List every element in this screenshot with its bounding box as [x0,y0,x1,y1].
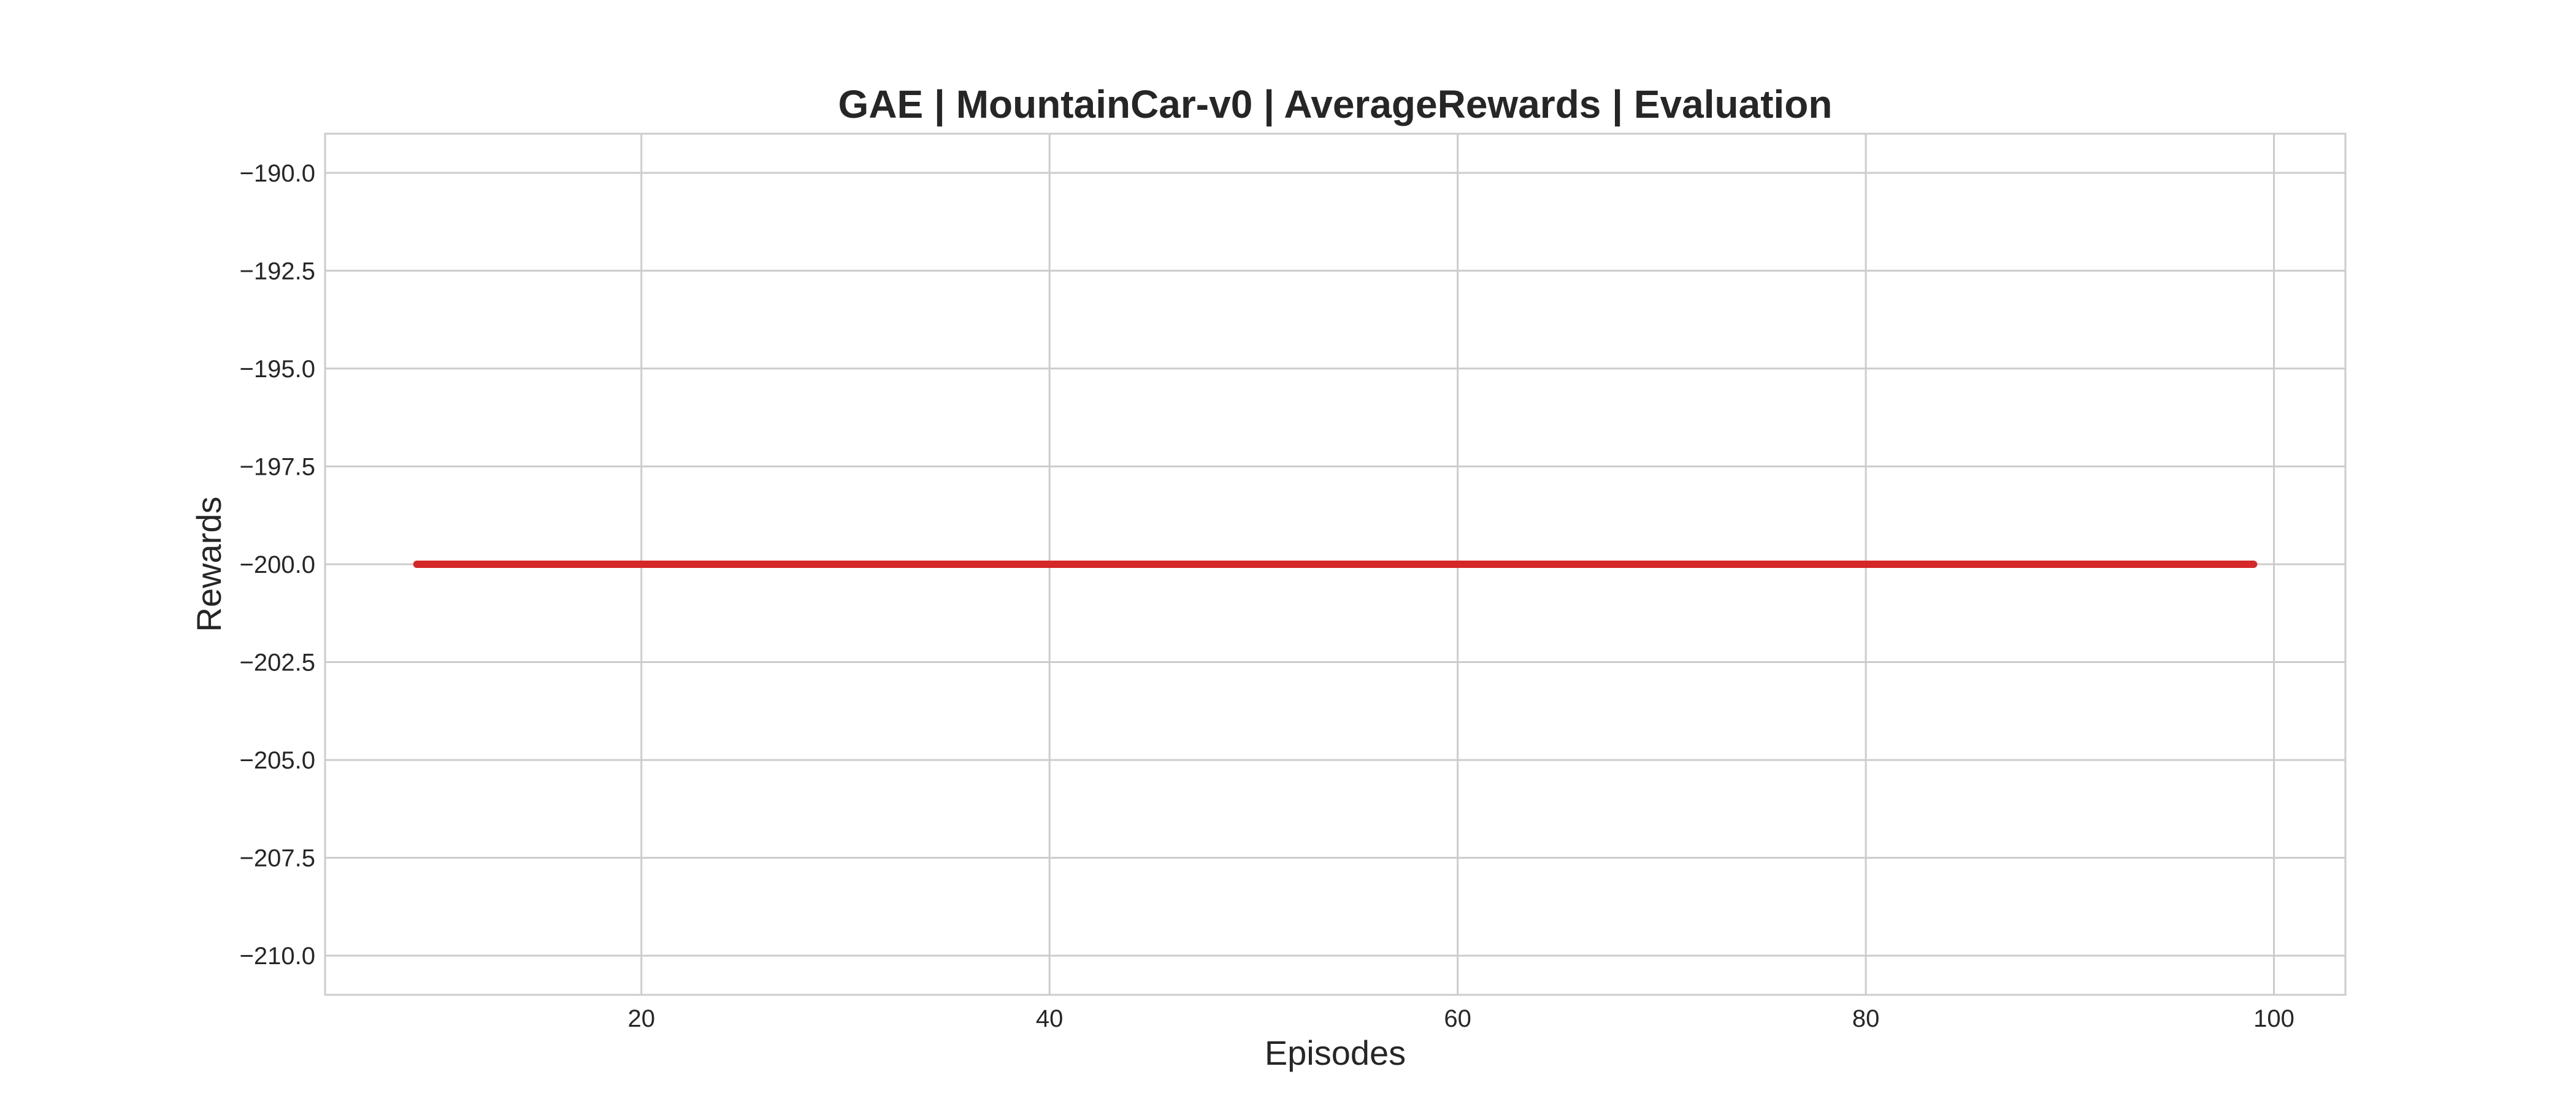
y-axis-label: Rewards [190,497,228,632]
x-axis-label: Episodes [1265,1033,1406,1072]
x-tick-label: 100 [2253,1005,2294,1032]
y-tick-label: −197.5 [240,453,315,480]
x-tick-label: 60 [1444,1005,1471,1032]
y-tick-label: −202.5 [240,650,315,677]
y-tick-label: −207.5 [240,845,315,872]
x-tick-label: 20 [627,1005,655,1032]
y-tick-label: −200.0 [240,551,315,578]
y-tick-label: −192.5 [240,258,315,285]
y-tick-label: −210.0 [240,943,315,970]
y-tick-label: −205.0 [240,747,315,774]
y-tick-label: −195.0 [240,356,315,383]
x-tick-labels: 20 40 60 80 100 [627,1005,2294,1032]
y-tick-labels: −190.0 −192.5 −195.0 −197.5 −200.0 −202.5 −205… [240,160,315,970]
chart-title: GAE | MountainCar-v0 | AverageRewards | … [838,82,1833,127]
y-tick-label: −190.0 [240,160,315,187]
x-tick-label: 40 [1036,1005,1064,1032]
x-tick-label: 80 [1852,1005,1880,1032]
plot-frame [324,132,2347,996]
